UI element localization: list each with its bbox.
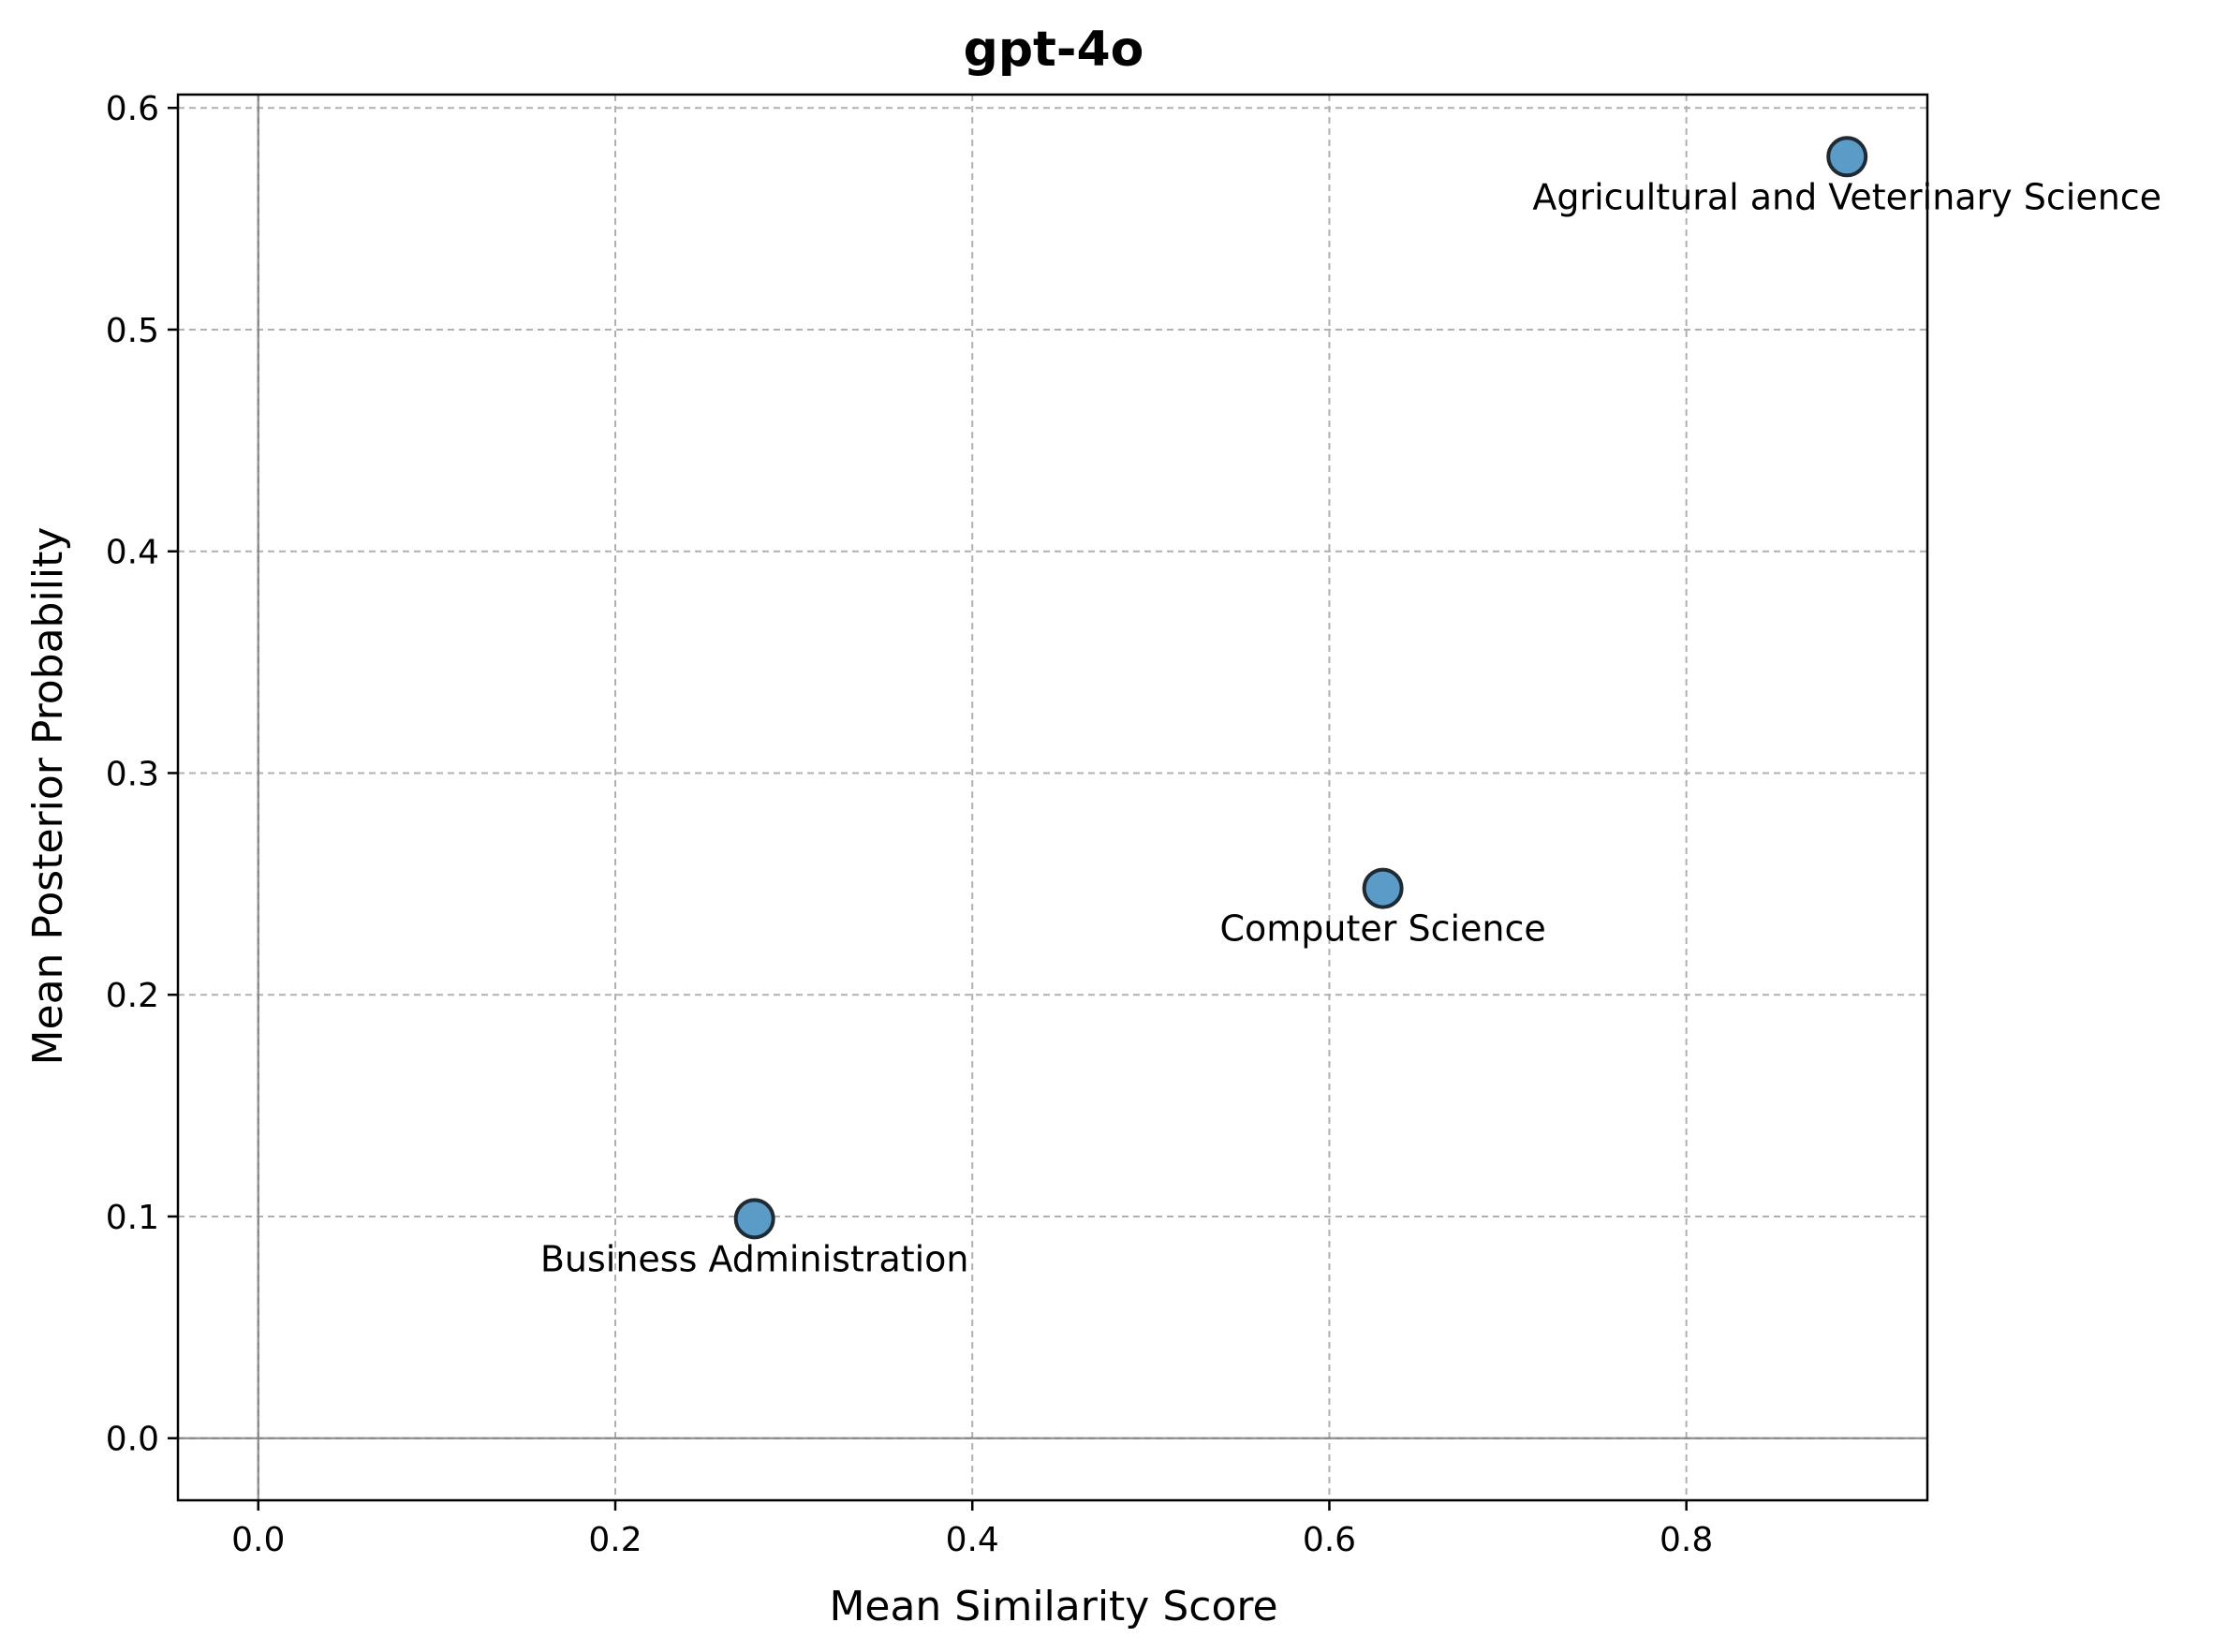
x-tick-label: 0.4 [946, 1521, 999, 1559]
points-layer [733, 136, 1868, 1240]
y-axis-label: Mean Posterior Probability [24, 527, 72, 1066]
data-point [1362, 867, 1404, 909]
x-tick-label: 0.0 [231, 1521, 285, 1559]
y-tick-label: 0.0 [106, 1421, 159, 1459]
x-tick-label: 0.6 [1303, 1521, 1356, 1559]
y-tick-label: 0.1 [106, 1199, 159, 1237]
point-label: Computer Science [1219, 908, 1545, 950]
point-label: Business Administration [540, 1238, 969, 1279]
x-axis-label: Mean Similarity Score [829, 1583, 1277, 1630]
x-tick-label: 0.2 [588, 1521, 642, 1559]
point-labels-layer: Business Administration Computer Science A… [540, 176, 2161, 1279]
chart-title: gpt-4o [964, 22, 1144, 78]
y-tick-label: 0.2 [106, 977, 159, 1015]
y-tick-label: 0.3 [106, 755, 159, 793]
x-tick-label: 0.8 [1660, 1521, 1713, 1559]
y-tick-label: 0.4 [106, 534, 159, 572]
point-label: Agricultural and Veterinary Science [1532, 176, 2161, 217]
zero-lines [178, 95, 1927, 1500]
y-ticks: 0.0 0.1 0.2 0.3 0.4 0.5 0.6 [106, 90, 178, 1459]
grid-layer [178, 95, 1927, 1500]
plot-frame [176, 93, 1929, 1502]
data-point [733, 1198, 775, 1240]
data-point [1826, 136, 1868, 178]
x-ticks: 0.0 0.2 0.4 0.6 0.8 [231, 1500, 1713, 1559]
y-tick-label: 0.5 [106, 312, 159, 350]
y-tick-label: 0.6 [106, 90, 159, 128]
